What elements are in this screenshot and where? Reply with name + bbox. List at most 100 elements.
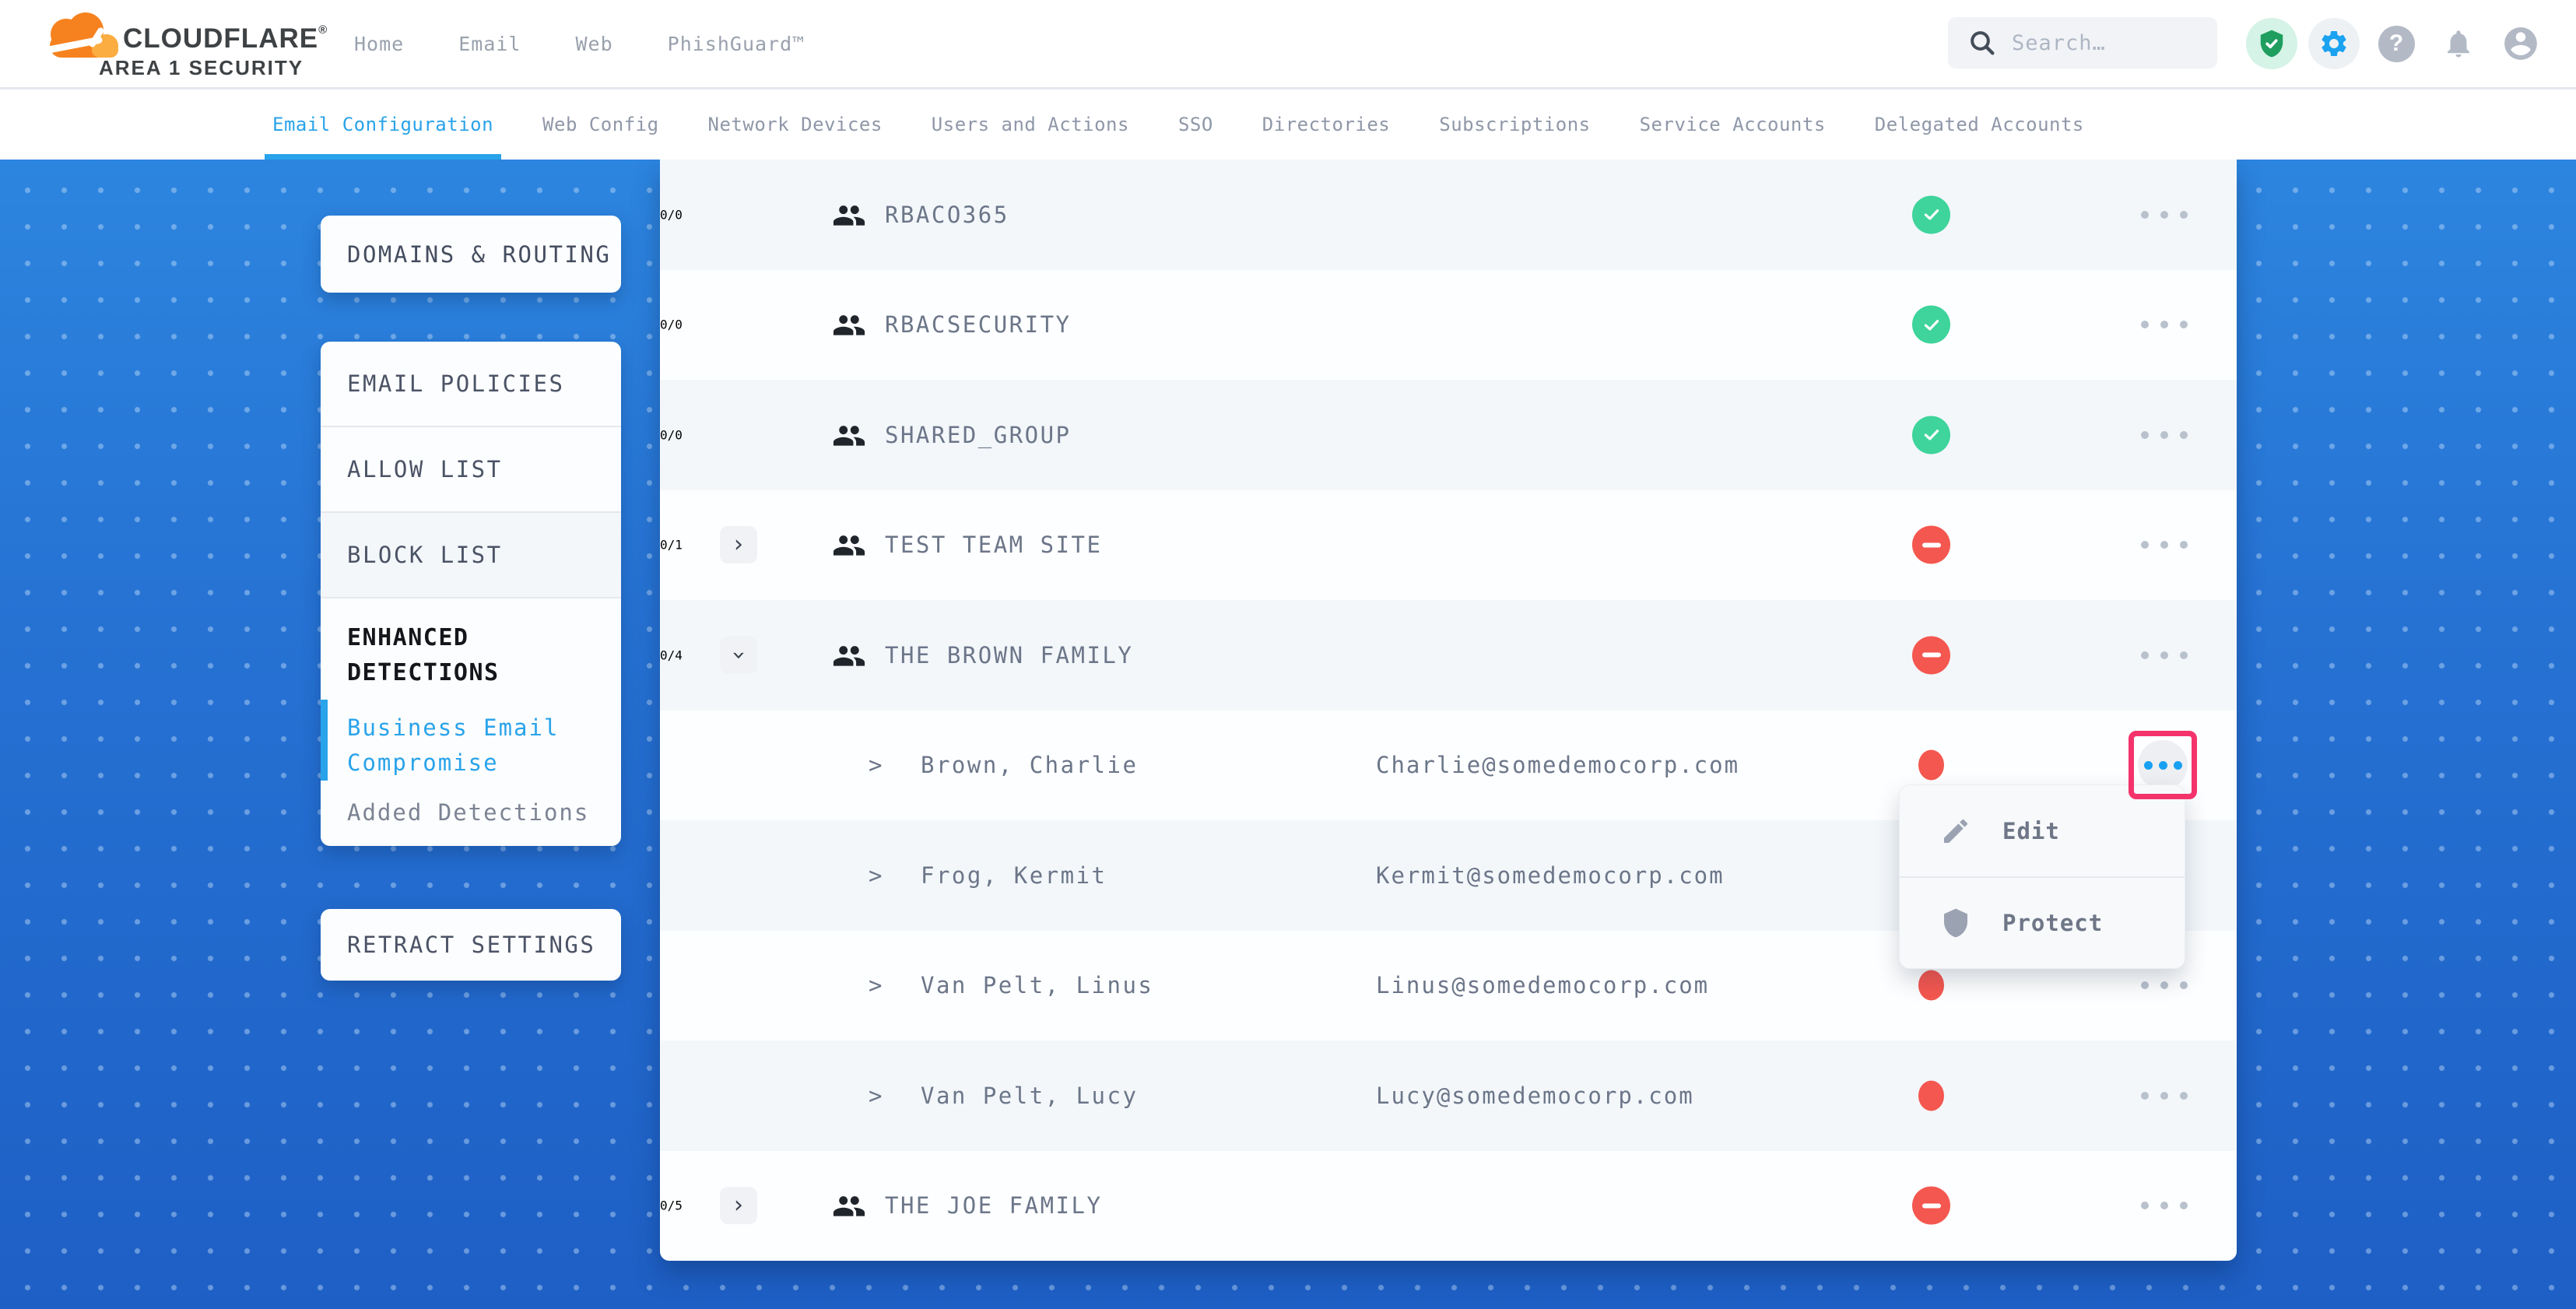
group-name: RBACO365	[885, 201, 1009, 228]
protection-count: 0/0	[660, 427, 683, 443]
group-icon	[832, 313, 866, 337]
status-badge-protected	[1912, 305, 1950, 344]
row-menu-button[interactable]	[2141, 651, 2188, 659]
sidebar-policies-card: EMAIL POLICIES ALLOW LIST BLOCK LIST ENH…	[321, 342, 621, 846]
search-box[interactable]	[1948, 17, 2217, 68]
group-icon	[832, 423, 866, 447]
row-menu-button[interactable]	[2141, 541, 2188, 549]
group-name: RBACSECURITY	[885, 311, 1072, 339]
pencil-icon	[1944, 819, 1968, 843]
shield-icon	[1944, 908, 1967, 937]
tab-users-and-actions[interactable]: Users and Actions	[931, 114, 1129, 135]
protection-count: 0/4	[660, 647, 683, 663]
table-row: › THE BROWN FAMILY 0/4	[660, 600, 2237, 711]
row-context-menu: Edit Protect	[1899, 784, 2185, 969]
row-menu-button[interactable]	[2141, 210, 2188, 219]
tab-sso[interactable]: SSO	[1177, 114, 1213, 135]
row-menu-button[interactable]	[2141, 981, 2188, 990]
nav-home[interactable]: Home	[354, 32, 405, 55]
search-input[interactable]	[2012, 30, 2206, 55]
tab-web-config[interactable]: Web Config	[542, 114, 659, 135]
menu-item-protect[interactable]: Protect	[1900, 876, 2185, 967]
member-caret: >	[869, 1082, 883, 1109]
member-name: Brown, Charlie	[921, 752, 1139, 779]
nav-email[interactable]: Email	[458, 32, 521, 55]
protection-count: 0/5	[660, 1198, 683, 1213]
protection-count: 0/0	[660, 207, 683, 223]
group-name: THE JOE FAMILY	[885, 1192, 1103, 1220]
status-badge-alert	[1912, 1186, 1950, 1225]
brand-subtitle: AREA 1 SECURITY	[99, 56, 304, 79]
member-email: Linus@somedemocorp.com	[1376, 972, 1710, 999]
member-name: Van Pelt, Lucy	[921, 1082, 1139, 1109]
minus-icon	[1921, 652, 1941, 658]
group-icon	[832, 643, 866, 667]
table-row: RBACO365 0/0	[660, 160, 2237, 270]
chevron-right-icon: ›	[734, 1191, 743, 1220]
header-icon-row: ?	[2246, 18, 2546, 69]
status-dot-alert	[1918, 749, 1944, 781]
cloudflare-cloud-icon	[39, 9, 120, 72]
chevron-right-icon: ›	[734, 531, 743, 559]
sidebar-item-business-email-compromise[interactable]: Business Email Compromise	[347, 714, 560, 776]
sidebar-item-added-detections[interactable]: Added Detections	[347, 799, 590, 826]
active-item-indicator	[321, 700, 328, 781]
table-row: › TEST TEAM SITE 0/1	[660, 490, 2237, 601]
tab-service-accounts[interactable]: Service Accounts	[1639, 114, 1826, 135]
status-badge-alert	[1912, 636, 1950, 675]
shield-check-icon[interactable]	[2246, 18, 2297, 69]
sidebar-item-allow-list[interactable]: ALLOW LIST	[321, 427, 621, 513]
sidebar-item-domains-routing[interactable]: DOMAINS & ROUTING	[321, 216, 621, 293]
nav-web[interactable]: Web	[575, 32, 613, 55]
tab-delegated-accounts[interactable]: Delegated Accounts	[1874, 114, 2084, 135]
collapse-button[interactable]: ›	[720, 636, 757, 674]
sidebar-item-retract-settings[interactable]: RETRACT SETTINGS	[321, 909, 621, 981]
search-icon	[1971, 31, 1995, 55]
settings-gear-icon[interactable]	[2308, 18, 2360, 69]
secondary-tab-bar: Email Configuration Web Config Network D…	[0, 87, 2576, 160]
tab-subscriptions[interactable]: Subscriptions	[1439, 114, 1591, 135]
help-icon[interactable]: ?	[2371, 18, 2422, 69]
status-dot-alert	[1918, 970, 1944, 1001]
row-menu-button[interactable]	[2141, 1091, 2188, 1100]
row-menu-button-active[interactable]	[2138, 740, 2188, 791]
member-email: Charlie@somedemocorp.com	[1376, 752, 1740, 779]
row-menu-button[interactable]	[2141, 430, 2188, 439]
member-caret: >	[869, 972, 883, 999]
nav-phishguard[interactable]: PhishGuard™	[667, 32, 805, 55]
status-badge-alert	[1912, 525, 1950, 564]
enhanced-detections-heading: ENHANCED DETECTIONS	[347, 624, 500, 686]
expand-button[interactable]: ›	[720, 526, 757, 564]
bell-icon[interactable]	[2433, 18, 2484, 69]
registered-mark: ®	[318, 23, 328, 37]
sidebar-item-email-policies[interactable]: EMAIL POLICIES	[321, 342, 621, 427]
groups-table: RBACO365 0/0 RBACSECURITY 0/0 SHARED_GRO…	[660, 160, 2237, 1261]
tab-directories[interactable]: Directories	[1262, 114, 1391, 135]
protection-count: 0/0	[660, 317, 683, 332]
tab-network-devices[interactable]: Network Devices	[707, 114, 883, 135]
enhanced-detections-section: ENHANCED DETECTIONS Business Email Compr…	[321, 598, 621, 846]
table-row: > Van Pelt, Linus Linus@somedemocorp.com	[660, 931, 2237, 1041]
expand-button[interactable]: ›	[720, 1187, 757, 1225]
highlight-annotation-box	[2129, 731, 2197, 799]
row-menu-button[interactable]	[2141, 321, 2188, 329]
menu-item-edit[interactable]: Edit	[1900, 785, 2185, 876]
table-row: RBACSECURITY 0/0	[660, 270, 2237, 381]
member-caret: >	[869, 862, 883, 889]
table-row: > Brown, Charlie Charlie@somedemocorp.co…	[660, 711, 2237, 821]
member-email: Kermit@somedemocorp.com	[1376, 862, 1725, 889]
table-row: > Van Pelt, Lucy Lucy@somedemocorp.com	[660, 1041, 2237, 1151]
table-row: › THE JOE FAMILY 0/5	[660, 1151, 2237, 1262]
minus-icon	[1921, 542, 1941, 548]
group-icon	[832, 202, 866, 226]
chevron-down-icon: ›	[725, 650, 753, 660]
group-icon	[832, 533, 866, 557]
account-icon[interactable]	[2495, 18, 2546, 69]
group-name: TEST TEAM SITE	[885, 532, 1103, 559]
row-menu-button[interactable]	[2141, 1202, 2188, 1210]
member-name: Van Pelt, Linus	[921, 972, 1154, 999]
sidebar-item-block-list[interactable]: BLOCK LIST	[321, 513, 621, 598]
tab-email-configuration[interactable]: Email Configuration	[264, 89, 502, 160]
group-name: THE BROWN FAMILY	[885, 641, 1134, 669]
member-caret: >	[869, 752, 883, 779]
